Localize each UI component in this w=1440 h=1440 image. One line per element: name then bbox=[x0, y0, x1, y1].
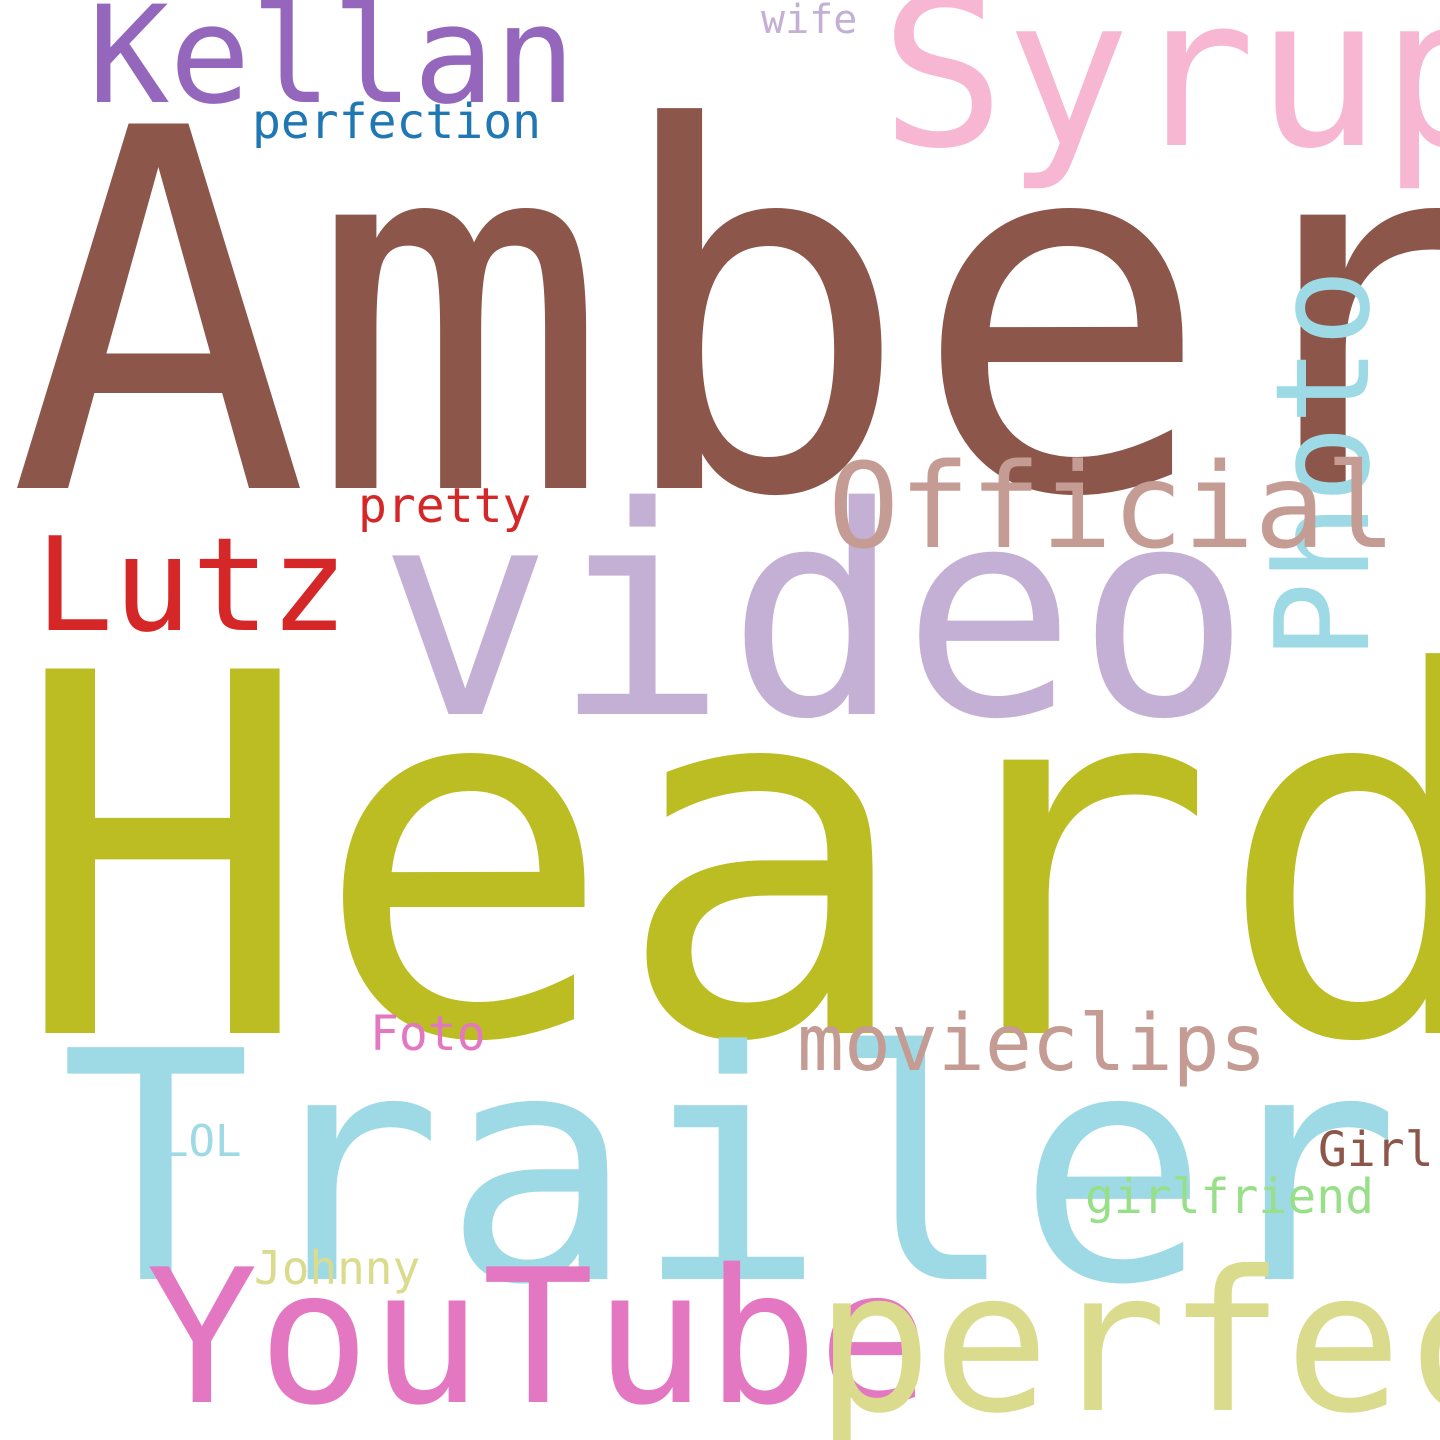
word-kellan: Kellan bbox=[88, 0, 576, 134]
word-youtube: YouTube bbox=[146, 1229, 930, 1440]
word-heard: Heard bbox=[12, 569, 1440, 1151]
word-amber: Amber bbox=[8, 24, 1440, 606]
word-lutz: Lutz bbox=[35, 509, 349, 661]
word-syrup: Syrup bbox=[880, 0, 1440, 195]
word-movieclips: movieclips bbox=[797, 999, 1267, 1089]
word-pretty: pretty bbox=[358, 478, 532, 534]
word-wife: wife bbox=[761, 0, 858, 43]
word-foto: Foto bbox=[370, 1006, 486, 1062]
word-johnny: Johnny bbox=[254, 1241, 421, 1295]
word-perfection: perfection bbox=[252, 94, 541, 150]
word-official: Official bbox=[828, 437, 1397, 575]
word-video: video bbox=[378, 446, 1251, 783]
word-girlfriend: girlfriend bbox=[1085, 1169, 1374, 1225]
word-trailer: Trailer bbox=[60, 984, 1401, 1354]
word-lol: LOL bbox=[162, 1116, 242, 1167]
word-girl: Girl bbox=[1318, 1122, 1434, 1178]
word-perfect: perfect bbox=[815, 1229, 1440, 1440]
